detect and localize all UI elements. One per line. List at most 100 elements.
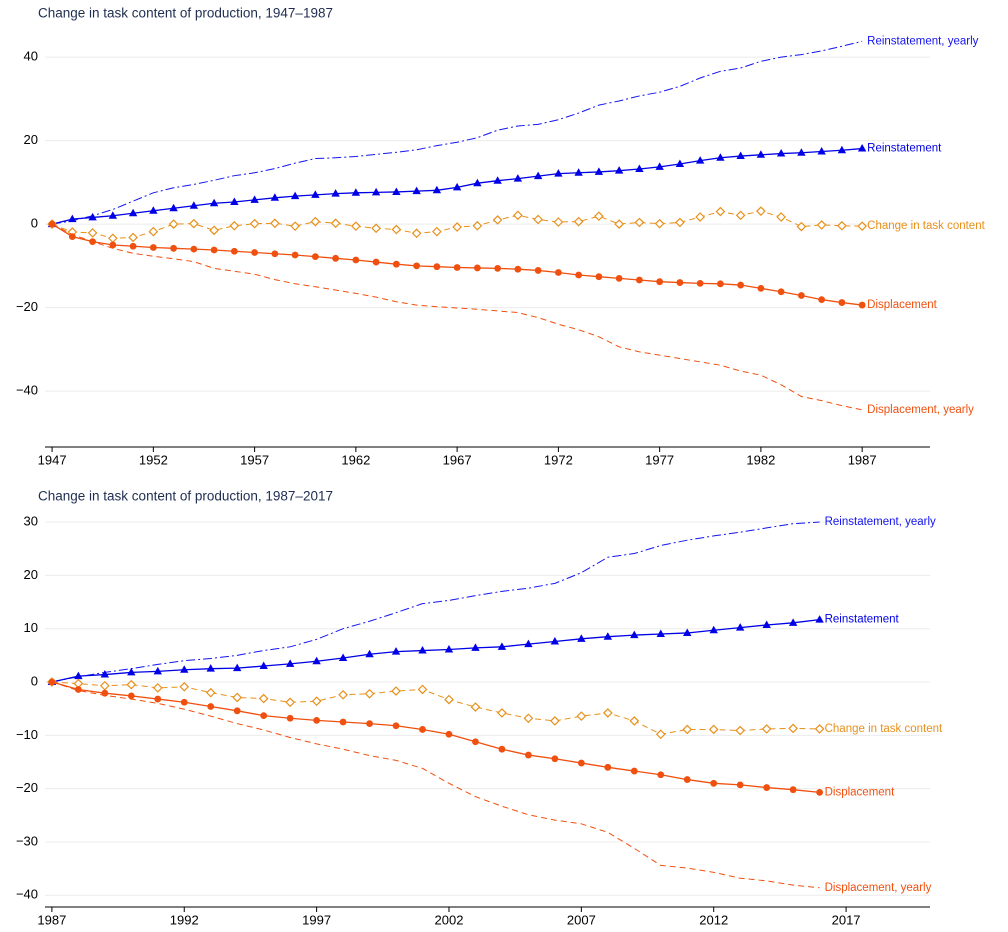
marker: [837, 220, 847, 231]
marker: [453, 264, 461, 271]
marker: [365, 649, 374, 658]
y-tick-label: 40: [24, 49, 38, 64]
marker: [656, 278, 664, 286]
marker: [452, 182, 462, 191]
marker: [776, 212, 786, 222]
marker: [127, 692, 135, 700]
marker: [180, 698, 188, 706]
marker: [391, 224, 402, 235]
series-end-label: Reinstatement, yearly: [867, 35, 978, 47]
series-end-label: Change in task content: [825, 723, 943, 735]
marker: [494, 264, 502, 272]
marker: [493, 176, 502, 184]
marker: [603, 632, 613, 640]
marker: [127, 667, 136, 676]
marker: [858, 301, 866, 309]
marker: [338, 653, 348, 662]
x-tick-label: 1982: [746, 452, 775, 467]
marker: [789, 786, 797, 794]
marker: [189, 218, 199, 229]
marker: [391, 647, 401, 655]
marker: [814, 724, 825, 734]
marker: [413, 262, 421, 270]
marker: [270, 218, 280, 229]
x-tick-label: 1972: [544, 452, 573, 467]
marker: [655, 162, 664, 170]
marker: [392, 260, 400, 268]
marker: [371, 187, 381, 196]
marker: [523, 713, 534, 724]
marker: [290, 191, 300, 200]
marker: [554, 269, 562, 276]
marker: [635, 164, 644, 172]
marker: [683, 628, 692, 636]
x-tick-label: 1992: [170, 912, 199, 927]
marker: [525, 751, 532, 759]
x-tick-label: 1952: [139, 452, 168, 467]
marker: [857, 144, 867, 152]
marker: [152, 683, 163, 693]
marker: [290, 221, 300, 232]
marker: [513, 174, 523, 182]
marker: [655, 729, 666, 740]
marker: [285, 659, 295, 667]
marker: [776, 149, 786, 157]
marker: [762, 620, 771, 628]
marker: [149, 244, 157, 251]
marker: [675, 217, 685, 228]
marker: [757, 284, 765, 292]
marker: [615, 274, 623, 282]
marker: [148, 226, 159, 237]
marker: [634, 217, 645, 228]
marker: [352, 256, 360, 264]
marker: [129, 242, 137, 250]
marker: [250, 195, 259, 203]
marker: [857, 221, 868, 232]
marker: [331, 189, 340, 197]
x-tick-label: 1957: [240, 452, 269, 467]
marker: [209, 225, 219, 236]
marker: [330, 218, 341, 229]
marker: [311, 253, 319, 261]
marker: [497, 642, 507, 650]
marker: [817, 146, 826, 155]
series-line: [52, 40, 863, 225]
marker: [169, 203, 178, 212]
marker: [470, 702, 481, 712]
marker: [230, 197, 239, 205]
marker: [497, 708, 507, 718]
marker: [210, 246, 218, 254]
marker: [149, 206, 158, 214]
marker: [444, 694, 454, 705]
marker: [392, 722, 400, 730]
marker: [472, 738, 479, 746]
marker: [471, 643, 480, 651]
marker: [372, 258, 380, 266]
marker: [259, 661, 268, 670]
marker: [99, 680, 110, 691]
marker: [777, 288, 785, 296]
marker: [432, 185, 442, 194]
y-tick-label: −40: [16, 383, 38, 398]
marker: [206, 664, 215, 672]
marker: [419, 726, 426, 733]
marker: [796, 221, 807, 232]
marker: [815, 615, 824, 623]
marker: [837, 145, 847, 154]
marker: [179, 681, 190, 692]
x-tick-label: 1977: [645, 452, 674, 467]
marker: [735, 623, 745, 631]
x-tick-label: 1987: [848, 452, 877, 467]
marker: [635, 276, 643, 284]
x-tick-label: 1947: [38, 452, 67, 467]
marker: [432, 226, 442, 237]
marker: [366, 720, 373, 727]
series-line: [51, 681, 820, 889]
marker: [533, 171, 543, 180]
marker: [554, 169, 563, 177]
marker: [351, 188, 361, 196]
series-end-label: Reinstatement: [825, 614, 900, 626]
marker: [514, 265, 522, 273]
marker: [492, 215, 503, 225]
